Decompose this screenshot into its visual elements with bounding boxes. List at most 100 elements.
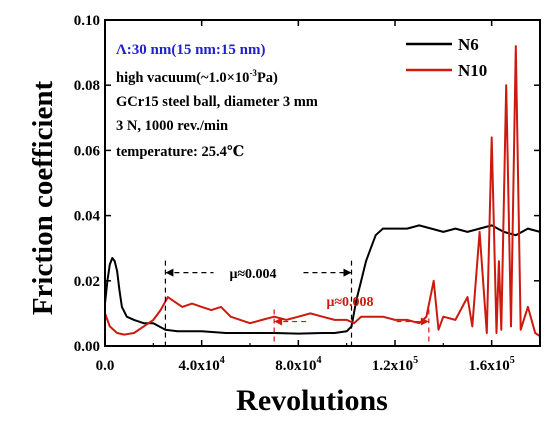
structure-label: Λ:30 nm(15 nm:15 nm) xyxy=(116,42,266,58)
x-tick-label: 8.0x104 xyxy=(275,355,321,374)
data-point-n6 xyxy=(113,260,116,263)
data-point-n10 xyxy=(152,319,155,321)
data-point-n10 xyxy=(478,231,481,233)
data-point-n10 xyxy=(510,325,512,328)
data-point-n10 xyxy=(437,328,440,331)
data-point-n10 xyxy=(500,328,503,331)
axis-ticks: 0.00 0.02 0.04 0.06 0.08 0.10 0.0 4.0x104 8.0x10… xyxy=(74,13,540,374)
legend-label-n10: N10 xyxy=(458,61,487,80)
mu-label-n10: μ≈0.008 xyxy=(326,295,373,310)
data-point-n6 xyxy=(382,227,384,230)
data-point-n10 xyxy=(109,325,111,328)
legend-label-n6: N6 xyxy=(458,35,479,54)
data-point-n10 xyxy=(321,315,324,318)
data-point-n10 xyxy=(360,315,363,318)
data-point-n10 xyxy=(394,319,396,321)
data-point-n6 xyxy=(164,328,167,331)
data-point-n6 xyxy=(152,322,155,325)
data-point-n10 xyxy=(273,315,276,318)
data-point-n6 xyxy=(111,257,114,259)
data-point-n6 xyxy=(249,332,251,334)
data-point-n10 xyxy=(406,319,408,321)
data-point-n6 xyxy=(225,332,227,334)
data-point-n10 xyxy=(116,332,118,334)
condition-load: 3 N, 1000 rev./min xyxy=(116,118,228,134)
range-arrowhead-mu_black xyxy=(165,268,174,277)
data-point-n10 xyxy=(309,312,312,315)
data-point-n10 xyxy=(527,306,529,308)
data-point-n10 xyxy=(239,319,242,321)
x-tick-label: 4.0x104 xyxy=(179,355,225,374)
data-point-n6 xyxy=(345,330,348,333)
data-point-n6 xyxy=(374,234,377,236)
data-point-n6 xyxy=(394,227,396,230)
legend: N6 N10 xyxy=(406,35,487,80)
data-point-n10 xyxy=(210,309,213,311)
data-point-n10 xyxy=(229,315,232,318)
data-point-n6 xyxy=(478,227,481,230)
x-axis-label: Revolutions xyxy=(236,384,388,417)
data-point-n6 xyxy=(118,289,121,292)
data-point-n6 xyxy=(321,332,324,334)
range-arrowhead-mu_red xyxy=(420,317,429,326)
data-point-n10 xyxy=(425,315,428,318)
data-point-n10 xyxy=(333,319,336,321)
data-point-n6 xyxy=(370,247,372,249)
data-point-n6 xyxy=(116,270,118,272)
data-point-n6 xyxy=(365,260,367,263)
data-point-n10 xyxy=(123,333,126,336)
data-point-n10 xyxy=(200,306,203,308)
data-point-n10 xyxy=(261,319,263,321)
y-tick-label: 0.04 xyxy=(74,209,101,225)
data-point-n10 xyxy=(353,322,355,325)
data-point-n10 xyxy=(471,325,474,328)
data-point-n10 xyxy=(159,309,162,311)
y-tick-label: 0.00 xyxy=(74,339,100,355)
range-arrowhead-mu_black xyxy=(343,268,352,277)
data-point-n6 xyxy=(515,234,517,236)
series-layer xyxy=(104,45,541,338)
data-point-n10 xyxy=(133,332,135,334)
y-tick-label: 0.10 xyxy=(74,13,100,29)
data-point-n6 xyxy=(355,299,358,302)
range-annotations xyxy=(164,260,430,346)
data-point-n6 xyxy=(466,231,469,233)
data-point-n6 xyxy=(133,319,135,321)
data-point-n10 xyxy=(418,322,421,325)
data-point-n10 xyxy=(534,332,536,334)
x-tick-label: 1.2x105 xyxy=(372,355,418,374)
data-point-n10 xyxy=(285,319,288,321)
data-point-n10 xyxy=(181,306,184,308)
data-point-n10 xyxy=(167,296,169,298)
y-tick-label: 0.06 xyxy=(74,143,101,159)
condition-vacuum: high vacuum(~1.0×10-3Pa) xyxy=(116,68,278,86)
data-point-n10 xyxy=(249,322,251,325)
data-point-n6 xyxy=(176,330,179,333)
data-point-n6 xyxy=(527,227,529,230)
series-line-n6 xyxy=(104,224,541,335)
y-axis-label: Friction coefficient xyxy=(27,81,59,316)
condition-temperature: temperature: 25.4℃ xyxy=(116,144,244,160)
data-point-n6 xyxy=(200,330,203,333)
range-arrowhead-mu_red xyxy=(274,317,283,326)
data-point-n6 xyxy=(430,227,433,230)
data-point-n10 xyxy=(297,315,300,318)
x-tick-label: 1.6x105 xyxy=(469,355,515,374)
data-point-n6 xyxy=(442,231,445,233)
data-point-n10 xyxy=(220,306,222,308)
data-point-n6 xyxy=(109,263,111,266)
x-tick-label: 0.0 xyxy=(96,358,115,374)
data-point-n6 xyxy=(454,227,457,230)
series-line-n10 xyxy=(104,45,541,338)
data-point-n10 xyxy=(505,84,508,86)
data-point-n6 xyxy=(297,332,300,335)
data-point-n10 xyxy=(345,319,348,321)
data-point-n10 xyxy=(382,315,384,318)
data-point-n10 xyxy=(486,332,488,334)
data-point-n10 xyxy=(454,319,457,321)
data-point-n6 xyxy=(273,332,276,334)
condition-ball: GCr15 steel ball, diameter 3 mm xyxy=(116,94,318,110)
y-tick-label: 0.08 xyxy=(74,78,100,94)
data-point-n10 xyxy=(432,280,435,282)
data-point-n10 xyxy=(370,315,372,318)
